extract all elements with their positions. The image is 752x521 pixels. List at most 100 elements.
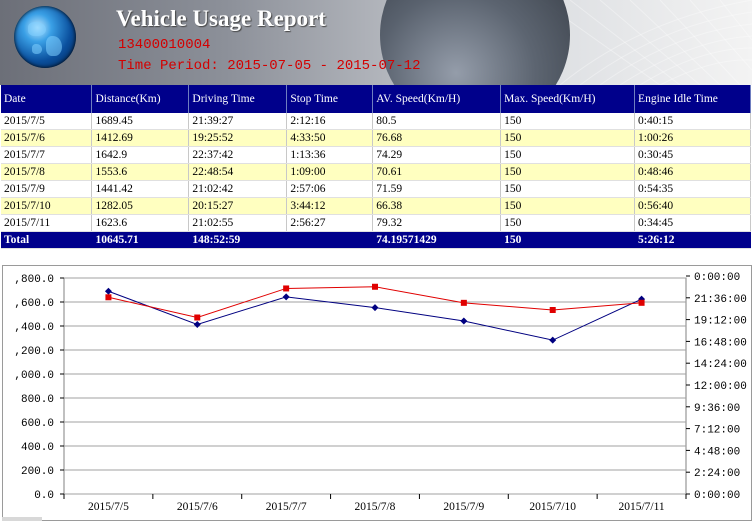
data-point-1 [193, 320, 201, 328]
x-tick-label: 2015/7/6 [177, 501, 218, 513]
cell-driving-time: 19:25:52 [188, 129, 288, 147]
total-distance: 10645.71 [91, 231, 190, 249]
table-row: 2015/7/9 1441.42 21:02:42 2:57:06 71.59 150 0:… [1, 180, 751, 198]
x-tick-label: 2015/7/10 [529, 501, 576, 513]
usage-table: Date Distance(Km) Driving Time Stop Time… [1, 85, 751, 249]
table-row: 2015/7/11 1623.6 21:02:55 2:56:27 79.32 150 0:… [1, 214, 751, 232]
table-row: 2015/7/10 1282.05 20:15:27 3:44:12 66.38 150 0… [1, 197, 751, 215]
data-point-2 [460, 299, 467, 306]
cell-driving-time: 21:02:42 [188, 180, 288, 198]
table-row: 2015/7/5 1689.45 21:39:27 2:12:16 80.5 150 0:4… [1, 113, 751, 130]
y-tick-label-left: 800.0 [21, 394, 54, 406]
data-point-1 [460, 317, 468, 325]
plot-area [63, 277, 687, 495]
cell-max-speed: 150 [500, 163, 636, 181]
y-tick-label-left: ,800.0 [14, 274, 54, 286]
y-tick-label-right: 0:00:00 [694, 490, 740, 502]
data-point-2 [194, 314, 201, 321]
data-point-2 [372, 283, 378, 290]
cell-driving-time: 21:02:55 [188, 214, 288, 232]
cell-stop-time: 1:13:36 [286, 146, 374, 164]
cell-stop-time: 2:57:06 [286, 180, 374, 198]
cell-avg-speed: 76.68 [372, 129, 502, 147]
cell-max-speed: 150 [500, 146, 636, 164]
time-period: Time Period: 2015-07-05 - 2015-07-12 [118, 58, 420, 74]
data-point-2 [105, 294, 112, 301]
data-point-2 [283, 285, 290, 292]
x-tick-label: 2015/7/9 [443, 501, 484, 513]
total-max-speed: 150 [500, 231, 636, 249]
column-header-avg-speed: AV. Speed(Km/H) [372, 85, 502, 113]
total-idle-time: 5:26:12 [634, 231, 751, 249]
cell-stop-time: 3:44:12 [286, 197, 374, 215]
column-header-max-speed: Max. Speed(Km/H) [500, 85, 636, 113]
column-header-stop-time: Stop Time [286, 85, 374, 113]
x-tick-label: 2015/7/8 [355, 501, 396, 513]
y-tick-label-right: 19:12:00 [694, 316, 747, 328]
cell-idle-time: 0:30:45 [634, 146, 751, 164]
x-tick-label: 2015/7/5 [88, 501, 129, 513]
cell-idle-time: 0:56:40 [634, 197, 751, 215]
column-header-distance: Distance(Km) [91, 85, 190, 113]
report-banner: Vehicle Usage Report 13400010004 Time Pe… [0, 0, 752, 85]
y-tick-label-right: 12:00:00 [694, 381, 747, 393]
y-tick-label-right: 2:24:00 [694, 468, 740, 480]
cell-distance: 1689.45 [91, 113, 190, 130]
cell-max-speed: 150 [500, 197, 636, 215]
cell-date: 2015/7/9 [1, 180, 93, 198]
cell-max-speed: 150 [500, 180, 636, 198]
data-point-1 [371, 304, 379, 312]
cell-stop-time: 4:33:50 [286, 129, 374, 147]
y-tick-label-left: ,200.0 [14, 346, 54, 358]
usage-chart-svg: ,800.0 ,600.0 ,400.0 ,200.0 ,000.0 800.0 600.0… [14, 272, 747, 513]
cell-date: 2015/7/7 [1, 146, 93, 164]
y-tick-label-right: 0:00:00 [694, 272, 740, 284]
cell-stop-time: 2:56:27 [286, 214, 374, 232]
total-avg-speed: 74.19571429 [372, 231, 502, 249]
data-point-1 [549, 336, 557, 344]
cell-max-speed: 150 [500, 129, 636, 147]
y-tick-label-right: 16:48:00 [694, 337, 747, 349]
vehicle-phone-number: 13400010004 [118, 37, 211, 53]
data-point-1 [104, 287, 112, 295]
cell-idle-time: 0:54:35 [634, 180, 751, 198]
cell-idle-time: 1:00:26 [634, 129, 751, 147]
cell-driving-time: 22:37:42 [188, 146, 288, 164]
time-period-value: 2015-07-05 - 2015-07-12 [227, 58, 421, 74]
cell-stop-time: 1:09:00 [286, 163, 374, 181]
y-tick-label-right: 7:12:00 [694, 425, 740, 437]
table-total-row: Total 10645.71 148:52:59 74.19571429 150 5:26… [1, 231, 751, 249]
x-tick-label: 2015/7/11 [618, 501, 664, 513]
table-row: 2015/7/7 1642.9 22:37:42 1:13:36 74.29 150 0:3… [1, 146, 751, 164]
cell-distance: 1623.6 [91, 214, 190, 232]
cell-max-speed: 150 [500, 214, 636, 232]
cell-date: 2015/7/11 [1, 214, 93, 232]
total-stop-time [286, 231, 374, 249]
cell-avg-speed: 74.29 [372, 146, 502, 164]
scrollbar-stub[interactable] [2, 517, 42, 521]
cell-date: 2015/7/6 [1, 129, 93, 147]
cell-idle-time: 0:34:45 [634, 214, 751, 232]
cell-idle-time: 0:48:46 [634, 163, 751, 181]
cell-distance: 1553.6 [91, 163, 190, 181]
cell-driving-time: 21:39:27 [188, 113, 288, 130]
table-row: 2015/7/6 1412.69 19:25:52 4:33:50 76.68 150 1:… [1, 129, 751, 147]
cell-idle-time: 0:40:15 [634, 113, 751, 130]
total-label: Total [1, 231, 93, 249]
usage-chart: ,800.0 ,600.0 ,400.0 ,200.0 ,000.0 800.0 600.0… [2, 265, 752, 521]
cell-distance: 1282.05 [91, 197, 190, 215]
y-tick-label-left: ,600.0 [14, 298, 54, 310]
data-point-1 [282, 293, 290, 301]
data-point-2 [549, 306, 556, 313]
cell-date: 2015/7/8 [1, 163, 93, 181]
time-period-label: Time Period: [118, 58, 219, 74]
y-tick-label-left: 400.0 [21, 442, 54, 454]
y-tick-label-right: 9:36:00 [694, 403, 740, 415]
cell-date: 2015/7/5 [1, 113, 93, 130]
cell-distance: 1441.42 [91, 180, 190, 198]
cell-driving-time: 20:15:27 [188, 197, 288, 215]
column-header-idle-time: Engine Idle Time [634, 85, 751, 113]
cell-avg-speed: 71.59 [372, 180, 502, 198]
background-globe-graphic [380, 0, 570, 85]
globe-icon [14, 6, 76, 68]
